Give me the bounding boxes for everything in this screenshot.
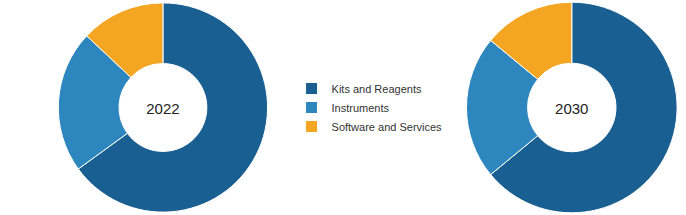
svg-text:Software and Services: Software and Services	[332, 121, 443, 133]
svg-text:Instruments: Instruments	[332, 102, 390, 114]
svg-text:2030: 2030	[555, 100, 588, 117]
svg-text:Kits and Reagents: Kits and Reagents	[332, 83, 422, 95]
svg-text:2022: 2022	[146, 100, 179, 117]
